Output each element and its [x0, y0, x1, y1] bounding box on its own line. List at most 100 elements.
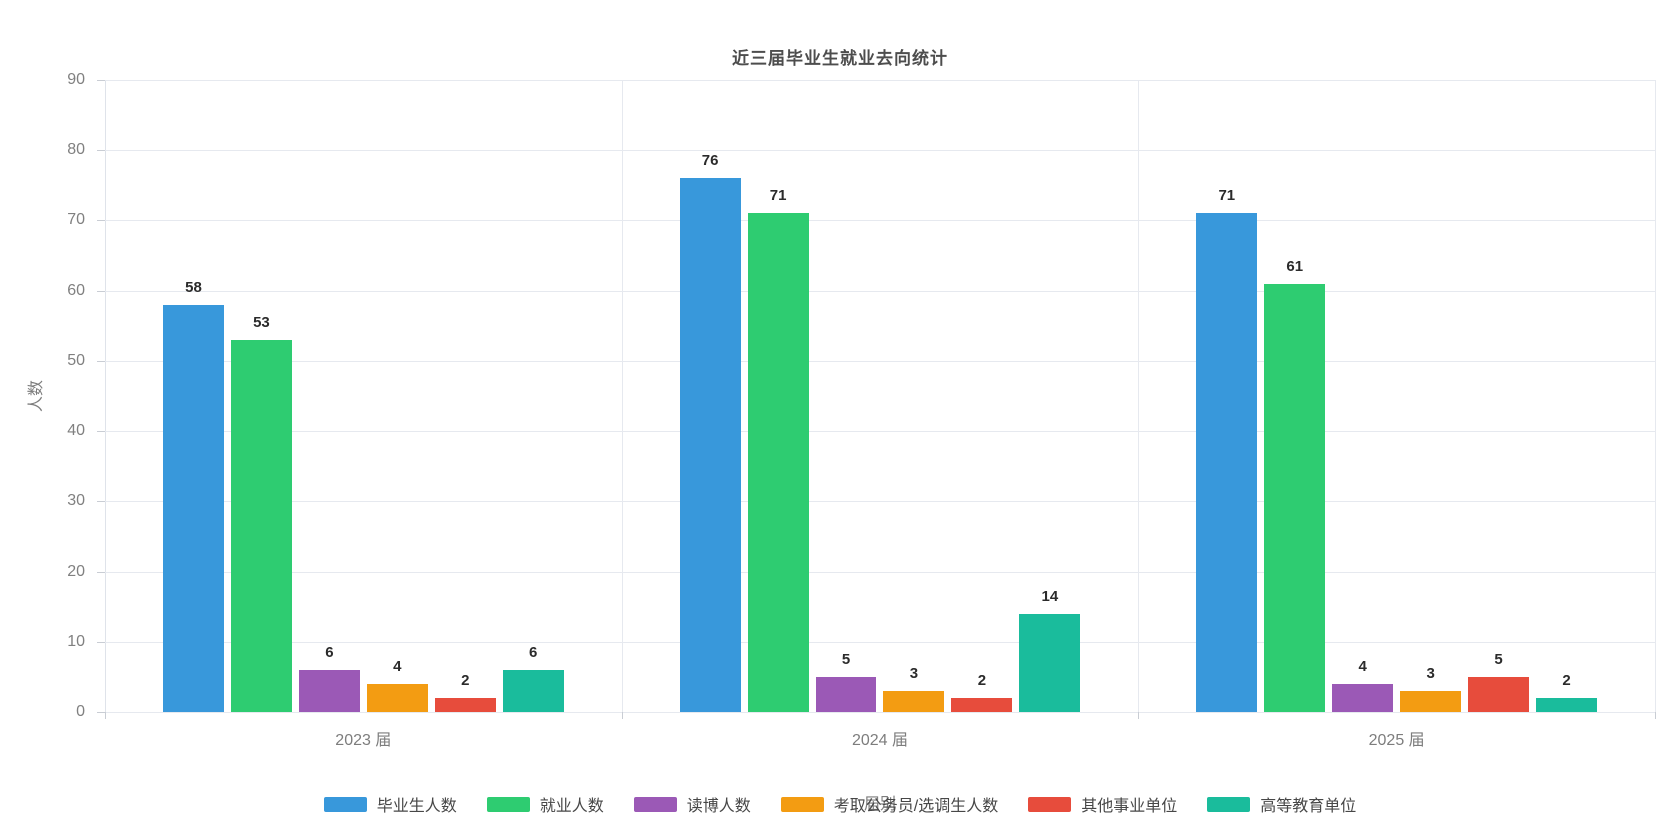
bar-value-label: 4: [1358, 657, 1367, 675]
x-tick-mark: [1655, 712, 1656, 719]
gridline: [105, 571, 1655, 573]
y-tick-mark: [97, 80, 105, 81]
bar-value-label: 53: [253, 313, 270, 331]
bar-value-label: 71: [769, 187, 787, 205]
legend-item-读博人数[interactable]: 读博人数: [633, 792, 751, 816]
y-tick-label: 90: [67, 71, 85, 88]
bar-就业人数-2023 届[interactable]: [230, 339, 292, 712]
bar-考取公务员/选调生人数-2024 届[interactable]: [883, 690, 945, 712]
y-tick-mark: [97, 220, 105, 222]
bar-value-label: 3: [1426, 664, 1435, 682]
legend-label: 读博人数: [686, 798, 751, 815]
bar-value-label: 61: [1286, 257, 1304, 275]
y-tick-mark: [97, 290, 105, 292]
legend-item-就业人数[interactable]: 就业人数: [486, 792, 604, 816]
bar-其他事业单位-2025 届[interactable]: [1468, 676, 1530, 712]
y-axis-name: 人数: [28, 379, 45, 413]
category-split-line: [621, 80, 623, 712]
bar-value-label: 3: [909, 664, 919, 682]
gridline: [105, 431, 1655, 433]
bar-value-label: 6: [529, 643, 538, 661]
legend-label: 考取公务员/选调生人数: [833, 798, 999, 815]
bar-value-label: 2: [1562, 671, 1571, 689]
legend-swatch: [780, 796, 824, 812]
category-split-line: [1655, 80, 1656, 712]
chart-title: 近三届毕业生就业去向统计: [732, 49, 948, 68]
bar-读博人数-2023 届[interactable]: [298, 669, 360, 712]
plot-area: 届别 0 10 20 30 40 50 60 70 80 90 2023 届 2024 届 2025 届…: [67, 71, 1656, 813]
legend-item-高等教育单位[interactable]: 高等教育单位: [1207, 792, 1356, 816]
legend-swatch: [1207, 796, 1251, 812]
bar-毕业生人数-2024 届[interactable]: [679, 178, 741, 712]
legend-item-毕业生人数[interactable]: 毕业生人数: [323, 792, 457, 816]
bar-value-label: 14: [1041, 587, 1059, 605]
gridline: [105, 290, 1655, 292]
bar-毕业生人数-2025 届[interactable]: [1196, 213, 1258, 712]
bar-读博人数-2025 届[interactable]: [1332, 683, 1394, 712]
x-tick-mark: [621, 712, 623, 719]
y-tick-mark: [97, 712, 105, 713]
x-axis-name: 届别: [863, 796, 896, 813]
gridline: [105, 360, 1655, 362]
bar-value-label: 76: [701, 152, 719, 170]
legend-swatch: [323, 796, 367, 812]
bar-高等教育单位-2025 届[interactable]: [1536, 697, 1597, 712]
bar-考取公务员/选调生人数-2023 届[interactable]: [366, 683, 428, 712]
y-tick-mark: [97, 571, 105, 573]
x-tick-mark: [1138, 712, 1140, 719]
y-tick-label: 70: [67, 211, 85, 229]
gridline: [105, 220, 1655, 222]
bar-value-label: 71: [1218, 187, 1236, 205]
y-tick-mark: [97, 641, 105, 643]
gridline: [105, 641, 1655, 643]
x-tick-label: 2023 届: [335, 732, 392, 749]
y-tick-mark: [97, 501, 105, 503]
bar-就业人数-2025 届[interactable]: [1264, 283, 1326, 712]
gridline: [105, 501, 1655, 503]
legend-label: 毕业生人数: [376, 798, 457, 815]
x-tick-label: 2024 届: [851, 732, 909, 749]
y-tick-label: 40: [67, 422, 85, 440]
gridline: [105, 80, 1655, 81]
y-tick-label: 20: [67, 562, 85, 580]
bar-value-label: 5: [841, 650, 851, 668]
y-axis-line: [105, 80, 106, 712]
legend-item-其他事业单位[interactable]: 其他事业单位: [1028, 792, 1177, 816]
gridline: [105, 712, 1655, 713]
legend-label: 就业人数: [539, 798, 604, 815]
bar-value-label: 58: [185, 278, 202, 296]
x-tick-label: 2025 届: [1368, 732, 1425, 749]
y-tick-label: 10: [67, 632, 85, 650]
legend-item-考取公务员/选调生人数[interactable]: 考取公务员/选调生人数: [780, 792, 999, 816]
bar-考取公务员/选调生人数-2025 届[interactable]: [1400, 690, 1462, 712]
x-tick-mark: [105, 712, 106, 719]
bar-value-label: 2: [977, 671, 987, 689]
y-tick-label: 50: [67, 351, 85, 369]
legend-swatch: [1028, 796, 1072, 812]
legend-label: 其他事业单位: [1081, 798, 1178, 815]
bar-读博人数-2024 届[interactable]: [815, 676, 877, 712]
y-tick-mark: [97, 150, 105, 152]
y-tick-label: 0: [76, 703, 85, 720]
y-tick-mark: [97, 360, 105, 362]
bar-其他事业单位-2023 届[interactable]: [434, 697, 496, 712]
y-tick-mark: [97, 431, 105, 433]
legend-swatch: [486, 796, 530, 812]
bar-高等教育单位-2023 届[interactable]: [502, 669, 564, 712]
bar-其他事业单位-2024 届[interactable]: [951, 697, 1013, 712]
category-split-line: [1138, 80, 1140, 712]
bar-value-label: 5: [1494, 650, 1503, 668]
y-tick-label: 30: [67, 492, 85, 510]
bar-value-label: 6: [325, 643, 334, 661]
bar-value-label: 4: [393, 657, 402, 675]
y-tick-label: 80: [67, 141, 85, 159]
bar-value-label: 2: [461, 671, 470, 689]
bar-毕业生人数-2023 届[interactable]: [162, 304, 224, 712]
y-tick-label: 60: [67, 281, 85, 299]
bar-就业人数-2024 届[interactable]: [747, 213, 809, 712]
chart-legend: 毕业生人数 就业人数 读博人数 考取公务员/选调生人数 其他事业单位 高等教育单位: [0, 792, 1680, 816]
legend-label: 高等教育单位: [1260, 798, 1357, 815]
gridline: [105, 150, 1655, 152]
bar-高等教育单位-2024 届[interactable]: [1019, 613, 1081, 712]
